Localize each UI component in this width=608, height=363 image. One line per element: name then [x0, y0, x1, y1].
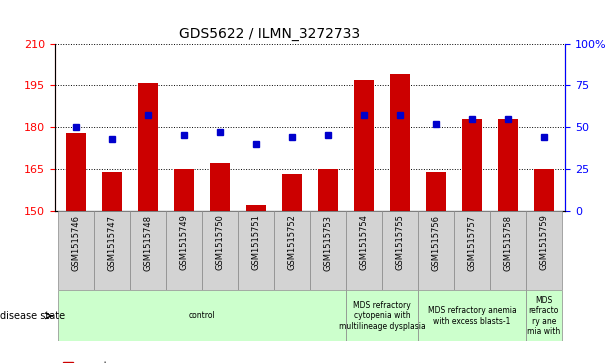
Bar — [346, 290, 418, 341]
Text: GSM1515759: GSM1515759 — [539, 215, 548, 270]
Bar — [102, 172, 122, 211]
Text: GSM1515753: GSM1515753 — [323, 215, 333, 270]
Text: GSM1515746: GSM1515746 — [72, 215, 81, 270]
Bar — [58, 211, 94, 290]
Text: disease state: disease state — [0, 311, 65, 321]
Bar — [66, 132, 86, 211]
Text: GSM1515748: GSM1515748 — [143, 215, 153, 270]
Text: GSM1515756: GSM1515756 — [432, 215, 440, 270]
Bar — [310, 211, 346, 290]
Bar — [94, 211, 130, 290]
Bar — [282, 174, 302, 211]
Bar — [58, 290, 346, 341]
Bar — [390, 74, 410, 211]
Text: GSM1515757: GSM1515757 — [468, 215, 477, 270]
Text: control: control — [189, 311, 216, 320]
Bar — [210, 163, 230, 211]
Bar — [418, 211, 454, 290]
Bar — [426, 172, 446, 211]
Bar — [274, 211, 310, 290]
Bar — [166, 211, 202, 290]
Bar — [354, 80, 374, 211]
Bar — [454, 211, 490, 290]
Bar — [130, 211, 166, 290]
Text: MDS refractory anemia
with excess blasts-1: MDS refractory anemia with excess blasts… — [427, 306, 516, 326]
Title: GDS5622 / ILMN_3272733: GDS5622 / ILMN_3272733 — [179, 27, 360, 41]
Text: GSM1515758: GSM1515758 — [503, 215, 513, 270]
Text: GSM1515755: GSM1515755 — [395, 215, 404, 270]
Text: MDS refractory
cytopenia with
multilineage dysplasia: MDS refractory cytopenia with multilinea… — [339, 301, 426, 331]
Text: GSM1515750: GSM1515750 — [216, 215, 225, 270]
Bar — [462, 119, 482, 211]
Bar — [418, 290, 526, 341]
Text: MDS
refracto
ry ane
mia with: MDS refracto ry ane mia with — [527, 296, 561, 336]
Bar — [139, 82, 158, 211]
Text: GSM1515747: GSM1515747 — [108, 215, 117, 270]
Bar — [318, 169, 338, 211]
Bar — [534, 169, 554, 211]
Bar — [202, 211, 238, 290]
Bar — [526, 290, 562, 341]
Text: GSM1515751: GSM1515751 — [252, 215, 261, 270]
Bar — [526, 211, 562, 290]
Bar — [246, 205, 266, 211]
Bar — [238, 211, 274, 290]
Legend: count, percentile rank within the sample: count, percentile rank within the sample — [60, 357, 250, 363]
Text: GSM1515754: GSM1515754 — [359, 215, 368, 270]
Bar — [498, 119, 518, 211]
Bar — [490, 211, 526, 290]
Text: GSM1515752: GSM1515752 — [288, 215, 297, 270]
Text: GSM1515749: GSM1515749 — [180, 215, 188, 270]
Bar — [382, 211, 418, 290]
Bar — [346, 211, 382, 290]
Bar — [174, 169, 194, 211]
